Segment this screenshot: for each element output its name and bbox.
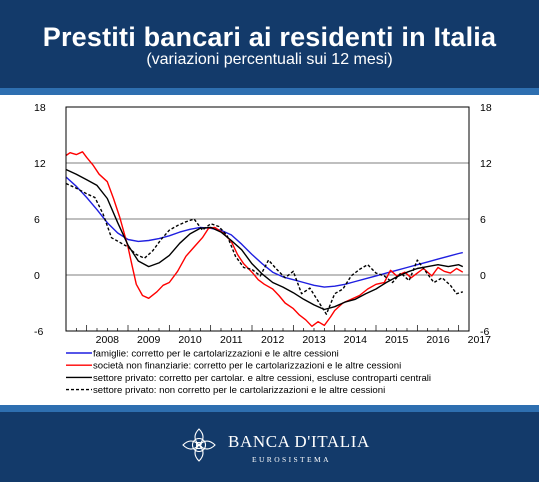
series-line-1	[65, 176, 463, 288]
x-tick-label: 2010	[178, 334, 202, 346]
y-tick-label-right: 12	[480, 158, 492, 170]
chart-area: -6 -6 0 0 6 6 12 12 18 18 2008 2009 2010 2011 2012 2013…	[34, 102, 492, 396]
legend-label: società non finanziarie: corretto per le…	[93, 361, 401, 372]
plot-frame	[65, 106, 470, 332]
legend-label: settore privato: corretto per cartolar. …	[93, 373, 431, 384]
y-tick-label-left: -6	[34, 326, 43, 338]
brand-name: BANCA D'ITALIA	[228, 432, 370, 451]
x-tick-label: 2016	[426, 334, 450, 346]
y-tick-label-right: 0	[480, 270, 486, 282]
y-tick-label-right: 18	[480, 102, 492, 114]
y-tick-label-right: -6	[480, 326, 489, 338]
y-tick-label-left: 18	[34, 102, 46, 114]
x-tick-label: 2012	[261, 334, 285, 346]
header-banner: Prestiti bancari ai residenti in Italia …	[0, 0, 539, 88]
y-tick-label-left: 12	[34, 158, 46, 170]
y-tick-label-left: 0	[34, 270, 40, 282]
series-line-4	[65, 182, 464, 315]
legend-label: settore privato: non corretto per le car…	[93, 385, 385, 396]
x-tick-label: 2015	[385, 334, 409, 346]
footer-accent-band	[0, 405, 539, 412]
footer-banner: B BANCA D'ITALIA EUROSISTEMA	[0, 412, 539, 482]
x-tick-label: 2013	[302, 334, 326, 346]
y-tick-label-right: 6	[480, 214, 486, 226]
chart-title: Prestiti bancari ai residenti in Italia	[42, 22, 497, 52]
x-tick-label: 2011	[220, 334, 243, 346]
banca-italia-emblem-icon: B	[182, 428, 216, 462]
series-line-3	[65, 168, 464, 311]
header-accent-band	[0, 88, 539, 95]
legend-label: famiglie: corretto per le cartolarizzazi…	[93, 349, 339, 360]
chart-subtitle: (variazioni percentuali sui 12 mesi)	[146, 51, 393, 68]
x-tick-label: 2008	[96, 334, 120, 346]
y-tick-label-left: 6	[34, 214, 40, 226]
svg-text:B: B	[195, 441, 202, 452]
x-tick-label: 2017	[468, 334, 492, 346]
brand-subtitle: EUROSISTEMA	[252, 455, 331, 464]
x-tick-label: 2009	[137, 334, 161, 346]
x-tick-label: 2014	[344, 334, 368, 346]
